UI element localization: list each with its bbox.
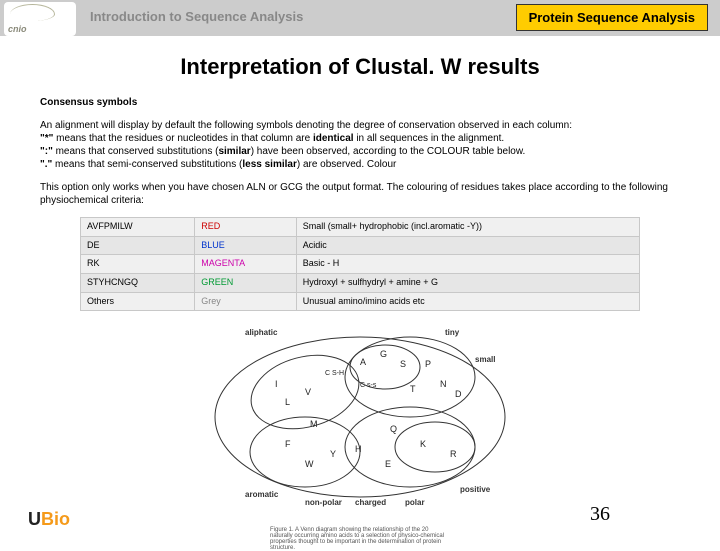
table-row: DEBLUEAcidic [81,236,640,255]
cnio-logo: cnio [4,2,76,36]
cnio-logo-text: cnio [8,24,27,34]
table-row: RKMAGENTABasic - H [81,255,640,274]
l3d: ) are observed. Colour [297,159,397,170]
svg-text:V: V [305,387,311,397]
svg-text:Q: Q [390,424,397,434]
svg-text:aliphatic: aliphatic [245,328,278,337]
svg-text:polar: polar [405,498,425,507]
l2c: similar [218,146,250,157]
cell-res: RK [81,255,195,274]
l2d: ) have been observed, according to the C… [251,146,526,157]
sym-colon: ":" [40,146,53,157]
l1b: means that the residues or nucleotides i… [53,133,313,144]
sym-dot: "." [40,159,52,170]
cell-color: Grey [195,292,296,311]
svg-text:Y: Y [330,449,336,459]
svg-text:L: L [285,397,290,407]
svg-text:T: T [410,384,416,394]
intro-text: An alignment will display by default the… [40,120,572,131]
svg-text:M: M [310,419,318,429]
cell-res: Others [81,292,195,311]
svg-text:aromatic: aromatic [245,490,279,499]
svg-text:small: small [475,355,495,364]
svg-text:G: G [380,349,387,359]
cell-desc: Hydroxyl + sulfhydryl + amine + G [296,274,639,293]
cell-res: DE [81,236,195,255]
svg-text:D: D [455,389,462,399]
svg-text:N: N [440,379,447,389]
svg-text:C s-s: C s-s [360,382,377,389]
cell-desc: Small (small+ hydrophobic (incl.aromatic… [296,218,639,237]
svg-text:E: E [385,459,391,469]
table-row: STYHCNGQGREENHydroxyl + sulfhydryl + ami… [81,274,640,293]
cell-color: GREEN [195,274,296,293]
svg-text:F: F [285,439,291,449]
svg-text:R: R [450,449,457,459]
sym-star: "*" [40,133,53,144]
svg-text:W: W [305,459,314,469]
cell-color: BLUE [195,236,296,255]
svg-text:P: P [425,359,431,369]
venn-diagram: aliphatic tiny small aromatic non-polar … [210,312,510,522]
table-row: AVFPMILWREDSmall (small+ hydrophobic (in… [81,218,640,237]
header-subtitle: Introduction to Sequence Analysis [90,9,303,24]
l3c: less similar [242,159,296,170]
svg-text:C S-H: C S-H [325,370,344,377]
header-topic-box: Protein Sequence Analysis [516,4,708,31]
svg-text:A: A [360,357,366,367]
l1d: in all sequences in the alignment. [354,133,505,144]
intro-paragraph: An alignment will display by default the… [40,119,680,171]
cell-res: STYHCNGQ [81,274,195,293]
cell-desc: Acidic [296,236,639,255]
cell-desc: Basic - H [296,255,639,274]
svg-text:positive: positive [460,485,491,494]
cell-desc: Unusual amino/imino acids etc [296,292,639,311]
table-row: OthersGreyUnusual amino/imino acids etc [81,292,640,311]
content-area: Consensus symbols An alignment will disp… [40,96,680,319]
cell-res: AVFPMILW [81,218,195,237]
svg-text:charged: charged [355,498,386,507]
svg-text:I: I [275,379,278,389]
svg-text:H: H [355,444,362,454]
subheading: Consensus symbols [40,96,680,109]
l2b: means that conserved substitutions ( [53,146,219,157]
cell-color: MAGENTA [195,255,296,274]
page-title: Interpretation of Clustal. W results [0,54,720,80]
logo-bio: Bio [41,509,70,529]
logo-u: U [28,509,41,529]
svg-text:K: K [420,439,426,449]
l1c: identical [313,133,354,144]
para2: This option only works when you have cho… [40,181,680,207]
page-number: 36 [590,503,610,526]
svg-text:non-polar: non-polar [305,498,342,507]
l3b: means that semi-conserved substitutions … [52,159,242,170]
cell-color: RED [195,218,296,237]
venn-caption: Figure 1. A Venn diagram showing the rel… [270,527,450,551]
colour-table: AVFPMILWREDSmall (small+ hydrophobic (in… [80,217,640,311]
svg-text:S: S [400,359,406,369]
svg-text:tiny: tiny [445,328,460,337]
ubio-logo: UBio [28,509,70,530]
